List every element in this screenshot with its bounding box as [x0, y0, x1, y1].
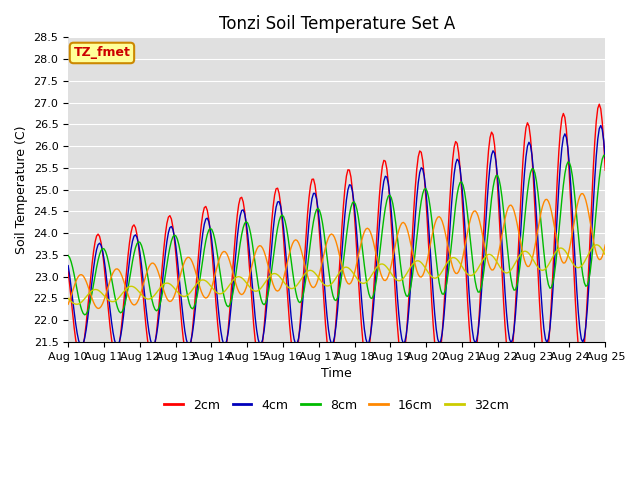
Line: 16cm: 16cm	[68, 193, 605, 309]
4cm	[132, 232, 140, 238]
2cm	[130, 222, 138, 228]
16cm	[132, 301, 140, 307]
8cm	[301, 285, 308, 290]
4cm	[573, 288, 580, 294]
2cm	[299, 278, 307, 284]
2cm	[64, 268, 72, 274]
4cm	[226, 317, 234, 323]
Line: 32cm: 32cm	[68, 245, 605, 304]
32cm	[64, 296, 72, 301]
16cm	[301, 261, 308, 266]
8cm	[244, 220, 252, 226]
8cm	[573, 215, 580, 221]
32cm	[602, 252, 609, 258]
2cm	[577, 360, 585, 366]
Line: 2cm: 2cm	[68, 104, 605, 363]
4cm	[602, 156, 609, 162]
Legend: 2cm, 4cm, 8cm, 16cm, 32cm: 2cm, 4cm, 8cm, 16cm, 32cm	[159, 394, 514, 417]
16cm	[94, 306, 102, 312]
32cm	[593, 242, 600, 248]
4cm	[597, 122, 605, 128]
16cm	[64, 301, 72, 307]
Y-axis label: Soil Temperature (C): Soil Temperature (C)	[15, 125, 28, 254]
16cm	[573, 204, 580, 210]
32cm	[74, 301, 81, 307]
32cm	[244, 282, 252, 288]
4cm	[244, 231, 252, 237]
32cm	[226, 282, 234, 288]
4cm	[78, 343, 86, 349]
16cm	[226, 258, 234, 264]
2cm	[602, 168, 609, 173]
2cm	[595, 101, 603, 107]
8cm	[602, 153, 609, 159]
8cm	[226, 302, 234, 308]
8cm	[600, 152, 607, 158]
Line: 8cm: 8cm	[68, 155, 605, 315]
2cm	[252, 337, 259, 343]
16cm	[253, 247, 260, 252]
16cm	[602, 242, 609, 248]
X-axis label: Time: Time	[321, 367, 352, 380]
4cm	[64, 263, 72, 268]
Text: TZ_fmet: TZ_fmet	[74, 47, 131, 60]
16cm	[244, 280, 252, 286]
2cm	[225, 326, 232, 332]
2cm	[572, 298, 579, 303]
Line: 4cm: 4cm	[68, 125, 605, 346]
32cm	[301, 271, 308, 277]
8cm	[81, 312, 88, 318]
32cm	[573, 264, 580, 270]
8cm	[64, 252, 72, 258]
32cm	[132, 285, 140, 291]
2cm	[243, 223, 250, 229]
4cm	[253, 327, 260, 333]
4cm	[301, 276, 308, 281]
16cm	[579, 191, 587, 196]
8cm	[253, 271, 260, 277]
8cm	[132, 245, 140, 251]
Title: Tonzi Soil Temperature Set A: Tonzi Soil Temperature Set A	[219, 15, 455, 33]
32cm	[253, 288, 260, 294]
